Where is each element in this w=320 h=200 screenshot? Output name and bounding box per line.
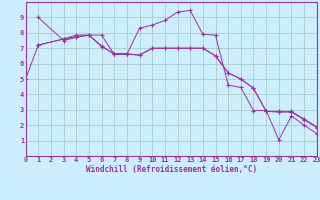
X-axis label: Windchill (Refroidissement éolien,°C): Windchill (Refroidissement éolien,°C) [86,165,257,174]
